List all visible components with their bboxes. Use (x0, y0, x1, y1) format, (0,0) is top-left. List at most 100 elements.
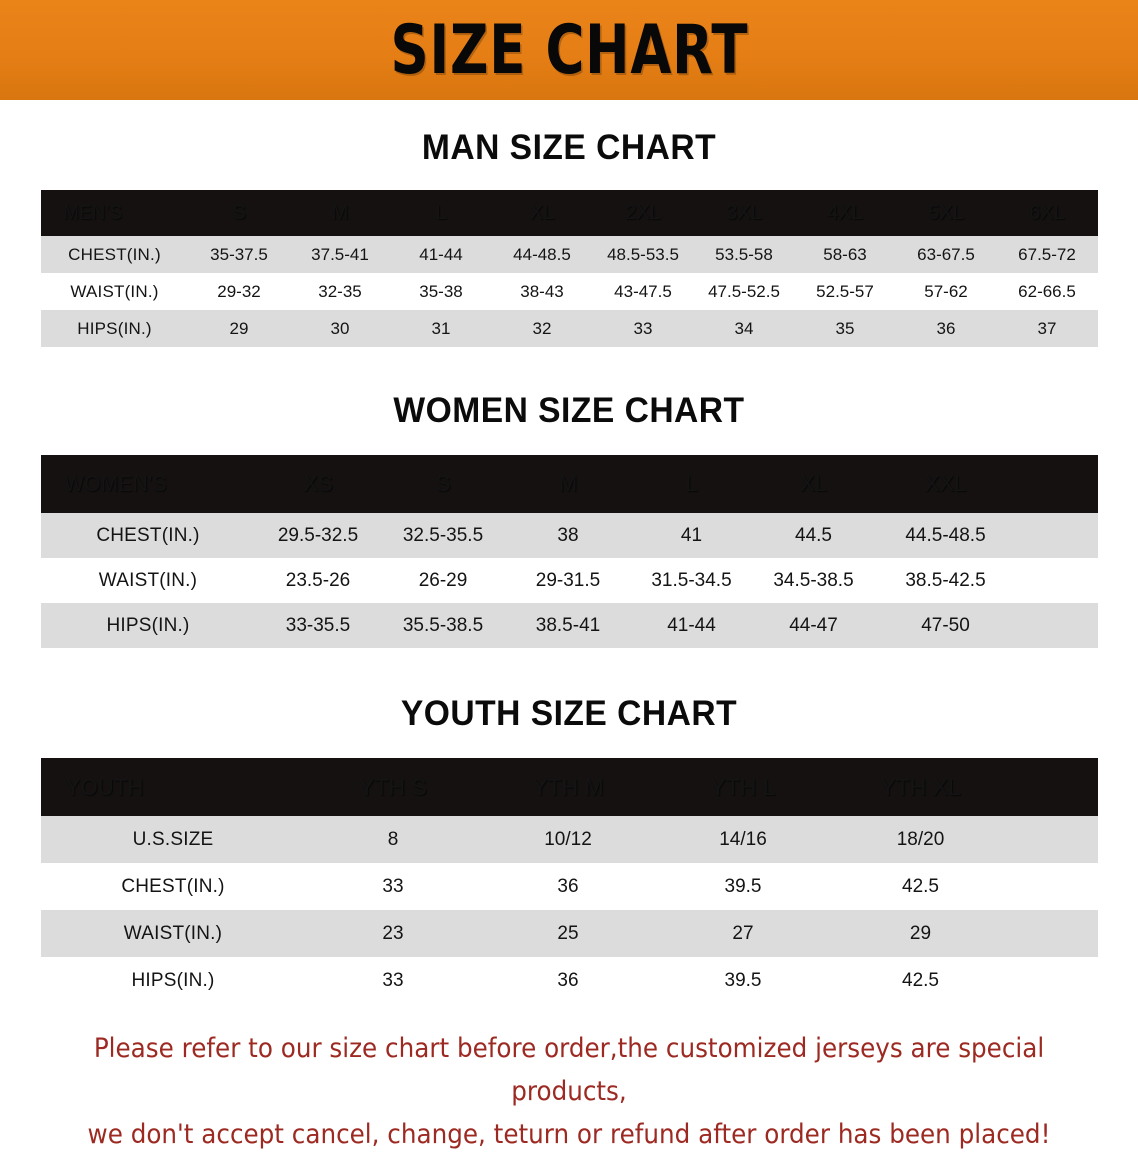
man-hips-l: 31 (431, 318, 451, 338)
women-waist-l: 31.5-34.5 (651, 569, 732, 591)
youth-ussize-empty (1011, 816, 1098, 863)
youth-chest-yth-l: 39.5 (724, 875, 762, 897)
youth-row-label-hips: HIPS(IN.) (131, 969, 215, 991)
women-waist-xs: 23.5-26 (285, 569, 351, 591)
youth-chest-yth-xl: 42.5 (902, 875, 939, 897)
women-chest-s: 32.5-35.5 (402, 524, 484, 546)
women-waist-xl: 34.5-38.5 (773, 569, 854, 591)
man-col-header-2xl: 2XL (625, 201, 661, 224)
women-hips-m: 38.5-41 (535, 614, 601, 636)
man-waist-5xl: 57-62 (924, 281, 968, 301)
man-chest-s: 35-37.5 (210, 244, 268, 264)
women-hips-l: 41-44 (667, 614, 716, 636)
man-col-header-3xl: 3XL (726, 201, 762, 224)
youth-table-header-row: YOUTH YTH S YTH M YTH L YTH XL (40, 758, 1098, 816)
man-row-label-chest: CHEST(IN.) (68, 244, 161, 264)
table-row: HIPS(IN.) 33-35.5 35.5-38.5 38.5-41 41-4… (40, 603, 1098, 648)
man-waist-2xl: 43-47.5 (614, 281, 672, 301)
youth-hips-yth-l: 39.5 (724, 969, 762, 991)
women-col-header-xs: XS (303, 471, 333, 496)
youth-waist-yth-l: 27 (732, 922, 754, 944)
man-chest-6xl: 67.5-72 (1018, 244, 1076, 264)
man-waist-xl: 38-43 (520, 281, 564, 301)
women-col-header-xxl: XXL (924, 471, 967, 496)
man-row-label-hips: HIPS(IN.) (77, 318, 152, 338)
man-chest-l: 41-44 (419, 244, 463, 264)
youth-row-label-waist: WAIST(IN.) (123, 922, 223, 944)
youth-chest-yth-m: 36 (557, 875, 579, 897)
man-table-header-row: MEN'S S M L XL 2XL 3XL 4XL 5XL 6XL (40, 190, 1098, 236)
women-chest-xxl: 44.5-48.5 (905, 524, 986, 546)
page-title: SIZE CHART (390, 11, 748, 90)
women-table-header-row: WOMEN'S XS S M L XL XXL (40, 455, 1098, 513)
youth-waist-empty (1011, 910, 1098, 957)
women-size-table-wrapper: WOMEN'S XS S M L XL XXL CHEST(IN.) 29.5-… (40, 455, 1098, 648)
table-row: CHEST(IN.) 29.5-32.5 32.5-35.5 38 41 44.… (40, 513, 1098, 558)
youth-ussize-yth-xl: 18/20 (896, 828, 945, 850)
women-hips-empty (1017, 603, 1098, 648)
women-col-header-m: M (558, 471, 578, 496)
man-waist-4xl: 52.5-57 (816, 281, 874, 301)
women-chest-empty (1017, 513, 1098, 558)
size-chart-banner: SIZE CHART (0, 0, 1138, 100)
youth-corner-label: YOUTH (65, 773, 144, 800)
man-size-table-wrapper: MEN'S S M L XL 2XL 3XL 4XL 5XL 6XL CHEST… (40, 190, 1098, 347)
youth-size-table-wrapper: YOUTH YTH S YTH M YTH L YTH XL U.S.SIZE … (40, 758, 1098, 1004)
man-corner-label: MEN'S (62, 201, 122, 224)
man-hips-s: 29 (229, 318, 249, 338)
man-col-header-4xl: 4XL (827, 201, 863, 224)
table-row: CHEST(IN.) 33 36 39.5 42.5 (40, 863, 1098, 910)
man-chest-m: 37.5-41 (311, 244, 369, 264)
women-hips-xs: 33-35.5 (285, 614, 351, 636)
youth-chest-empty (1011, 863, 1098, 910)
women-row-label-waist: WAIST(IN.) (98, 569, 198, 591)
man-row-label-waist: WAIST(IN.) (70, 281, 159, 301)
women-waist-s: 26-29 (418, 569, 468, 591)
man-section-title: MAN SIZE CHART (421, 128, 717, 167)
man-hips-m: 30 (330, 318, 350, 338)
youth-waist-yth-s: 23 (382, 922, 404, 944)
youth-hips-yth-m: 36 (557, 969, 579, 991)
man-waist-l: 35-38 (419, 281, 463, 301)
man-hips-3xl: 34 (734, 318, 754, 338)
women-chest-l: 41 (680, 524, 703, 546)
women-waist-empty (1017, 558, 1098, 603)
women-chest-m: 38 (557, 524, 579, 546)
youth-col-header-yth-m: YTH M (532, 773, 604, 800)
man-col-header-m: M (331, 201, 349, 224)
man-hips-4xl: 35 (835, 318, 855, 338)
women-col-header-empty (1017, 455, 1098, 513)
table-row: WAIST(IN.) 29-32 32-35 35-38 38-43 43-47… (40, 273, 1098, 310)
youth-waist-yth-xl: 29 (909, 922, 932, 944)
women-col-header-xl: XL (800, 471, 827, 496)
youth-row-label-chest: CHEST(IN.) (121, 875, 225, 897)
man-waist-3xl: 47.5-52.5 (708, 281, 780, 301)
man-chest-4xl: 58-63 (823, 244, 867, 264)
table-row: WAIST(IN.) 23 25 27 29 (40, 910, 1098, 957)
table-row: HIPS(IN.) 33 36 39.5 42.5 (40, 957, 1098, 1004)
youth-waist-yth-m: 25 (557, 922, 579, 944)
man-col-header-l: L (435, 201, 447, 224)
youth-section-title: YOUTH SIZE CHART (400, 694, 738, 733)
table-row: U.S.SIZE 8 10/12 14/16 18/20 (40, 816, 1098, 863)
women-row-label-chest: CHEST(IN.) (96, 524, 200, 546)
youth-hips-yth-xl: 42.5 (902, 969, 939, 991)
man-col-header-xl: XL (529, 201, 555, 224)
women-hips-xxl: 47-50 (921, 614, 970, 636)
women-chest-xl: 44.5 (795, 524, 832, 546)
youth-col-header-yth-l: YTH L (710, 773, 776, 800)
man-waist-m: 32-35 (318, 281, 362, 301)
youth-ussize-yth-s: 8 (387, 828, 399, 850)
women-col-header-s: S (435, 471, 451, 496)
youth-col-header-yth-xl: YTH XL (880, 773, 961, 800)
table-row: CHEST(IN.) 35-37.5 37.5-41 41-44 44-48.5… (40, 236, 1098, 273)
women-section-title: WOMEN SIZE CHART (393, 391, 745, 430)
man-chest-3xl: 53.5-58 (715, 244, 773, 264)
youth-ussize-yth-l: 14/16 (719, 828, 767, 850)
youth-size-table: YOUTH YTH S YTH M YTH L YTH XL U.S.SIZE … (40, 758, 1098, 1004)
youth-row-label-us-size: U.S.SIZE (132, 828, 214, 850)
youth-col-header-yth-s: YTH S (359, 773, 427, 800)
man-size-table: MEN'S S M L XL 2XL 3XL 4XL 5XL 6XL CHEST… (40, 190, 1098, 347)
women-corner-label: WOMEN'S (63, 471, 167, 496)
man-waist-s: 29-32 (217, 281, 261, 301)
